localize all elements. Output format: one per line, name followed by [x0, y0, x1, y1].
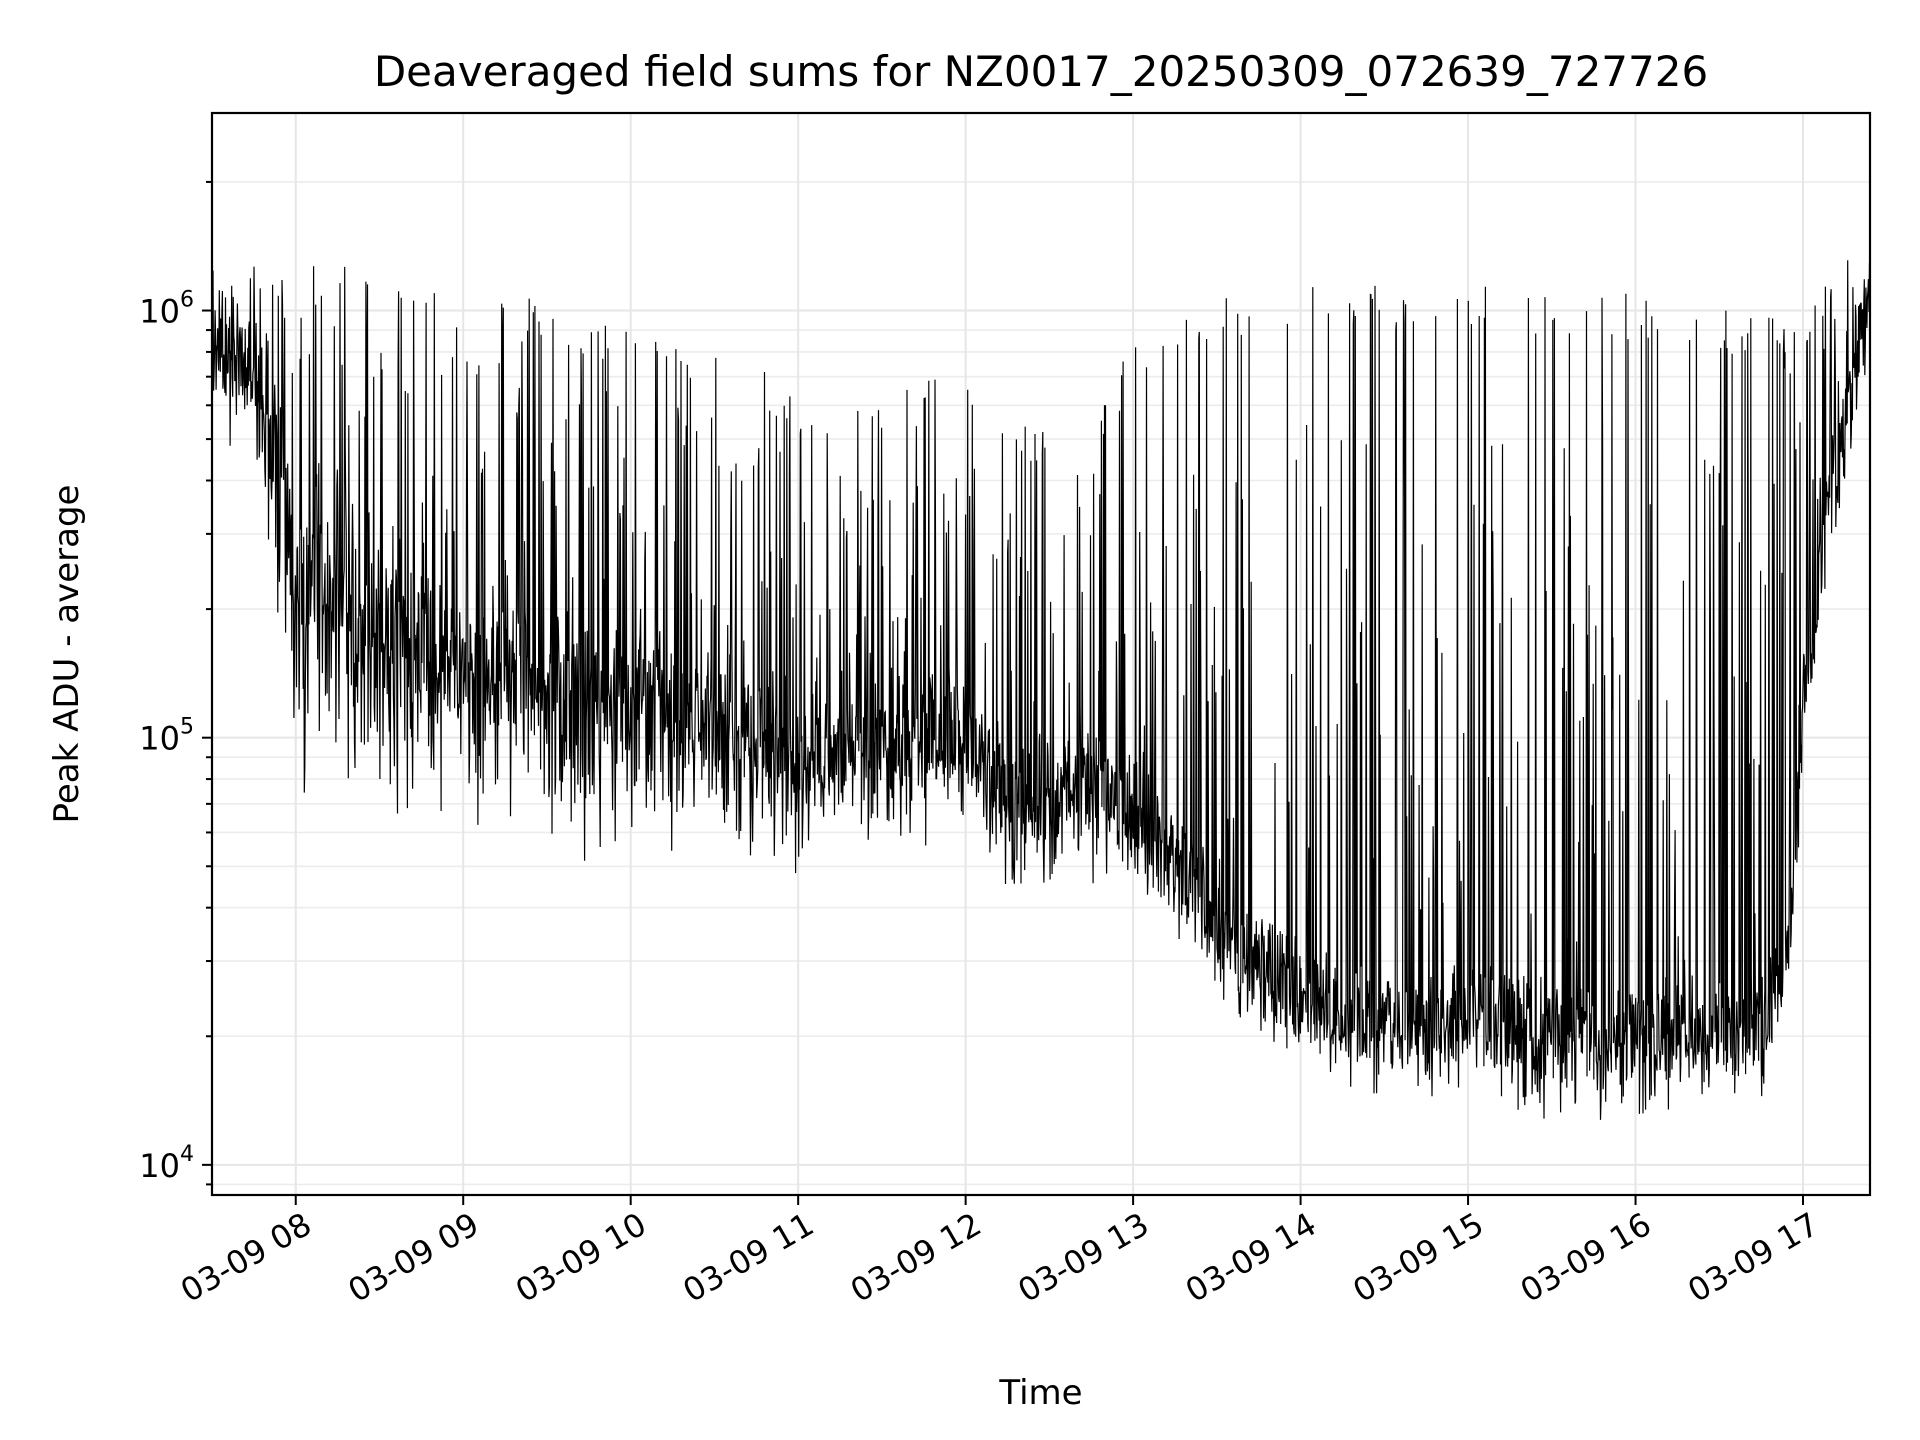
x-axis: 03-09 08 03-09 09 03-09 10 03-09 11 03-09 12… — [174, 1195, 1825, 1310]
x-tick-label: 03-09 10 — [509, 1205, 653, 1310]
y-tick-base: 10 — [139, 1147, 180, 1185]
y-tick-label: 106 — [139, 288, 194, 331]
chart-title: Deaveraged field sums for NZ0017_2025030… — [374, 47, 1708, 96]
x-tick-label: 03-09 16 — [1514, 1205, 1658, 1310]
series-line — [211, 260, 1871, 1120]
x-tick-label: 03-09 08 — [174, 1205, 318, 1310]
x-tick-label: 03-09 11 — [677, 1205, 821, 1310]
x-tick-label: 03-09 12 — [844, 1205, 988, 1310]
x-tick-label: 03-09 15 — [1346, 1205, 1490, 1310]
y-tick-exponent: 4 — [180, 1142, 194, 1167]
y-axis-label: Peak ADU - average — [47, 485, 87, 824]
y-tick-exponent: 5 — [180, 715, 194, 740]
x-tick-label: 03-09 14 — [1179, 1205, 1323, 1310]
y-tick-label: 104 — [139, 1142, 194, 1185]
y-tick-base: 10 — [139, 720, 180, 758]
plot-area — [211, 260, 1871, 1120]
plot-frame — [210, 111, 1872, 1197]
y-tick-base: 10 — [139, 293, 180, 331]
x-axis-label: Time — [998, 1373, 1082, 1413]
y-tick-label: 105 — [139, 715, 194, 758]
x-tick-label: 03-09 13 — [1012, 1205, 1156, 1310]
x-tick-label: 03-09 09 — [342, 1205, 486, 1310]
y-tick-exponent: 6 — [180, 288, 194, 313]
x-tick-label: 03-09 17 — [1681, 1205, 1825, 1310]
